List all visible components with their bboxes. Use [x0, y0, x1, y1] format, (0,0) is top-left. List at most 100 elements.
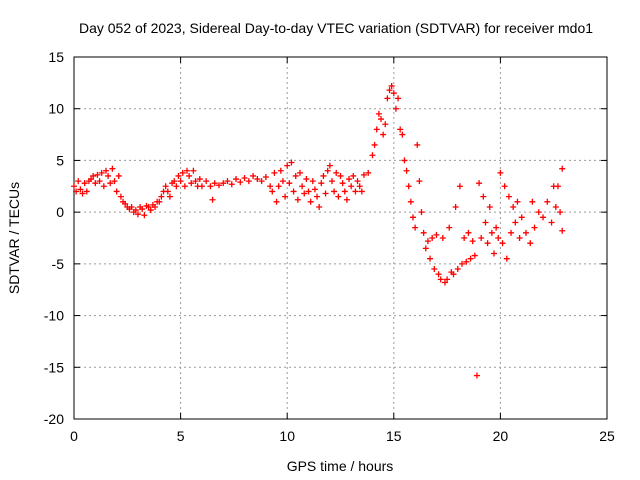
grid-lines	[74, 57, 607, 419]
data-point	[209, 196, 216, 203]
data-point	[96, 178, 103, 185]
data-point	[429, 235, 436, 241]
data-point	[497, 169, 504, 176]
data-point	[326, 162, 333, 169]
data-point	[409, 214, 416, 221]
data-point	[333, 169, 340, 176]
data-point	[375, 110, 382, 117]
data-point	[360, 171, 367, 178]
data-point	[516, 235, 523, 241]
data-point	[245, 178, 252, 185]
data-point	[275, 183, 282, 190]
data-point	[331, 188, 338, 195]
data-point	[92, 180, 99, 187]
data-point	[188, 180, 195, 187]
data-point	[324, 167, 331, 174]
y-tick-label: 0	[56, 204, 64, 220]
data-point	[286, 180, 293, 187]
y-axis-label: SDTVAR / TECUs	[6, 182, 22, 294]
data-point	[328, 178, 335, 185]
data-point	[461, 235, 468, 241]
data-point	[271, 169, 278, 176]
data-point	[510, 203, 517, 210]
data-point	[90, 172, 97, 179]
data-point	[384, 95, 391, 102]
y-tick-label: -20	[44, 411, 64, 427]
data-point	[557, 209, 564, 216]
data-point	[493, 224, 500, 231]
data-point	[190, 167, 197, 174]
data-point	[192, 178, 199, 185]
data-point	[147, 207, 154, 214]
data-point	[469, 238, 476, 245]
data-point	[456, 183, 463, 190]
data-point	[198, 183, 205, 190]
data-point	[422, 245, 429, 252]
x-axis-label: GPS time / hours	[287, 458, 394, 474]
data-point	[522, 229, 529, 236]
data-point	[348, 183, 355, 190]
x-tick-label: 25	[599, 428, 615, 444]
data-point	[454, 266, 461, 273]
data-point	[156, 198, 163, 205]
data-point	[109, 165, 116, 172]
data-point	[71, 183, 77, 190]
data-point	[486, 203, 493, 210]
chart-title: Day 052 of 2023, Sidereal Day-to-day VTE…	[79, 20, 593, 36]
plot-frame	[73, 56, 608, 420]
data-point	[79, 190, 86, 197]
data-point	[279, 178, 286, 185]
data-point	[186, 172, 193, 179]
data-point	[228, 181, 235, 188]
data-point	[459, 260, 466, 267]
data-point	[117, 193, 124, 200]
data-point	[354, 178, 361, 185]
data-point	[98, 169, 105, 176]
data-point	[369, 152, 376, 159]
data-point	[179, 169, 186, 176]
data-point	[343, 196, 350, 203]
data-point	[488, 229, 495, 236]
data-point	[531, 224, 538, 231]
data-point	[241, 175, 248, 182]
data-point	[107, 180, 114, 187]
data-point	[335, 193, 342, 200]
data-point	[397, 126, 404, 133]
data-point	[277, 167, 284, 174]
data-point	[495, 235, 502, 241]
data-point	[128, 203, 135, 210]
data-point	[352, 188, 359, 195]
data-point	[269, 188, 276, 195]
data-point	[115, 172, 122, 179]
data-point	[113, 188, 120, 195]
data-point	[386, 87, 393, 94]
data-point	[294, 196, 301, 203]
data-point	[316, 203, 323, 210]
data-point	[320, 172, 327, 179]
y-tick-label: -10	[44, 308, 64, 324]
data-point	[166, 193, 173, 200]
data-point	[314, 193, 321, 200]
data-point	[341, 188, 348, 195]
data-point	[527, 240, 534, 247]
data-point	[503, 255, 510, 262]
data-point	[122, 200, 129, 207]
data-point	[491, 250, 498, 257]
data-point	[83, 188, 90, 195]
data-point	[296, 169, 303, 176]
data-point	[435, 271, 442, 278]
data-point	[390, 90, 397, 97]
data-point	[282, 193, 289, 200]
data-point	[284, 162, 291, 169]
data-point	[403, 167, 410, 174]
data-point	[395, 95, 402, 102]
data-point	[288, 159, 295, 166]
x-tick-label: 20	[493, 428, 509, 444]
data-point	[290, 188, 297, 195]
y-tick-label: 15	[48, 49, 64, 65]
data-point	[262, 173, 269, 180]
data-point	[358, 188, 365, 195]
data-point	[356, 183, 363, 190]
data-point	[162, 183, 169, 190]
